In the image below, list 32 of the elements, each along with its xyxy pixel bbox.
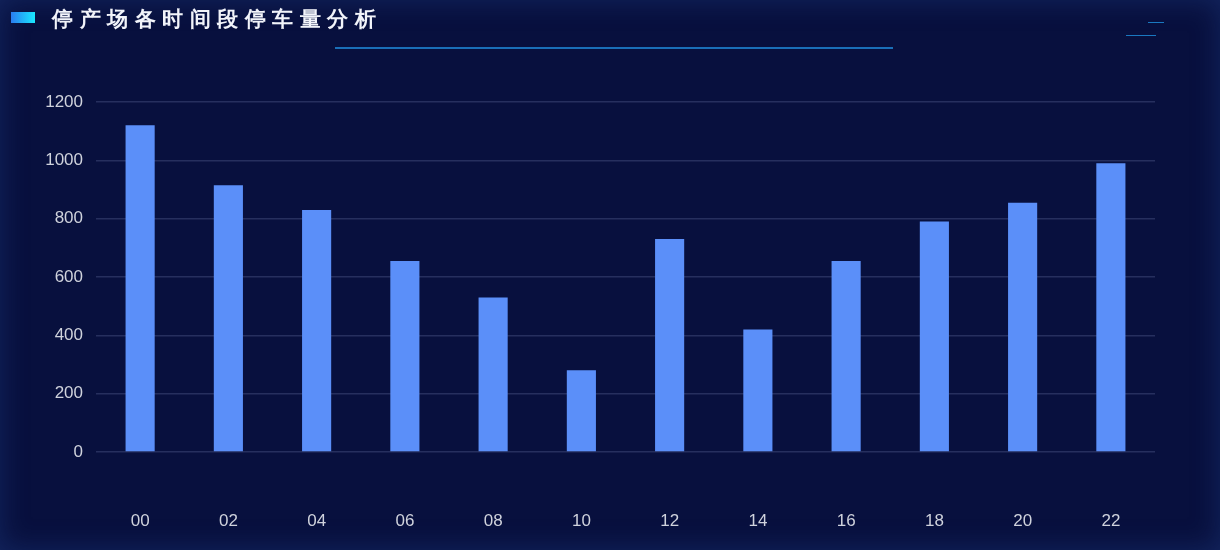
- x-tick-label: 22: [1101, 510, 1121, 530]
- bar: [743, 329, 773, 452]
- bar: [213, 185, 243, 452]
- chart-title: 停产场各时间段停车量分析: [52, 6, 382, 33]
- x-tick-label: 14: [748, 510, 768, 530]
- x-tick-label: 18: [924, 510, 944, 530]
- bar: [302, 209, 332, 452]
- bar: [1008, 202, 1038, 452]
- x-tick-label: 08: [483, 510, 503, 530]
- y-tick-label: 600: [54, 266, 83, 286]
- y-tick-label: 1200: [45, 91, 83, 111]
- bar: [1096, 163, 1126, 452]
- x-tick-label: 16: [836, 510, 856, 530]
- x-tick-label: 10: [571, 510, 591, 530]
- x-tick-label: 12: [660, 510, 680, 530]
- x-tick-label: 02: [218, 510, 238, 530]
- bar: [655, 239, 685, 452]
- bar: [919, 221, 949, 452]
- bar: [478, 297, 508, 452]
- x-tick-label: 00: [130, 510, 150, 530]
- x-tick-label: 20: [1013, 510, 1033, 530]
- y-tick-label: 200: [54, 383, 83, 403]
- x-tick-label: 06: [395, 510, 415, 530]
- y-tick-label: 800: [54, 208, 83, 228]
- y-tick-label: 1000: [45, 150, 83, 170]
- bar: [566, 370, 596, 452]
- y-tick-label: 0: [73, 441, 83, 461]
- bar: [125, 125, 155, 452]
- y-tick-label: 400: [54, 325, 83, 345]
- x-tick-label: 04: [307, 510, 327, 530]
- bar: [831, 260, 861, 452]
- bar: [390, 260, 420, 452]
